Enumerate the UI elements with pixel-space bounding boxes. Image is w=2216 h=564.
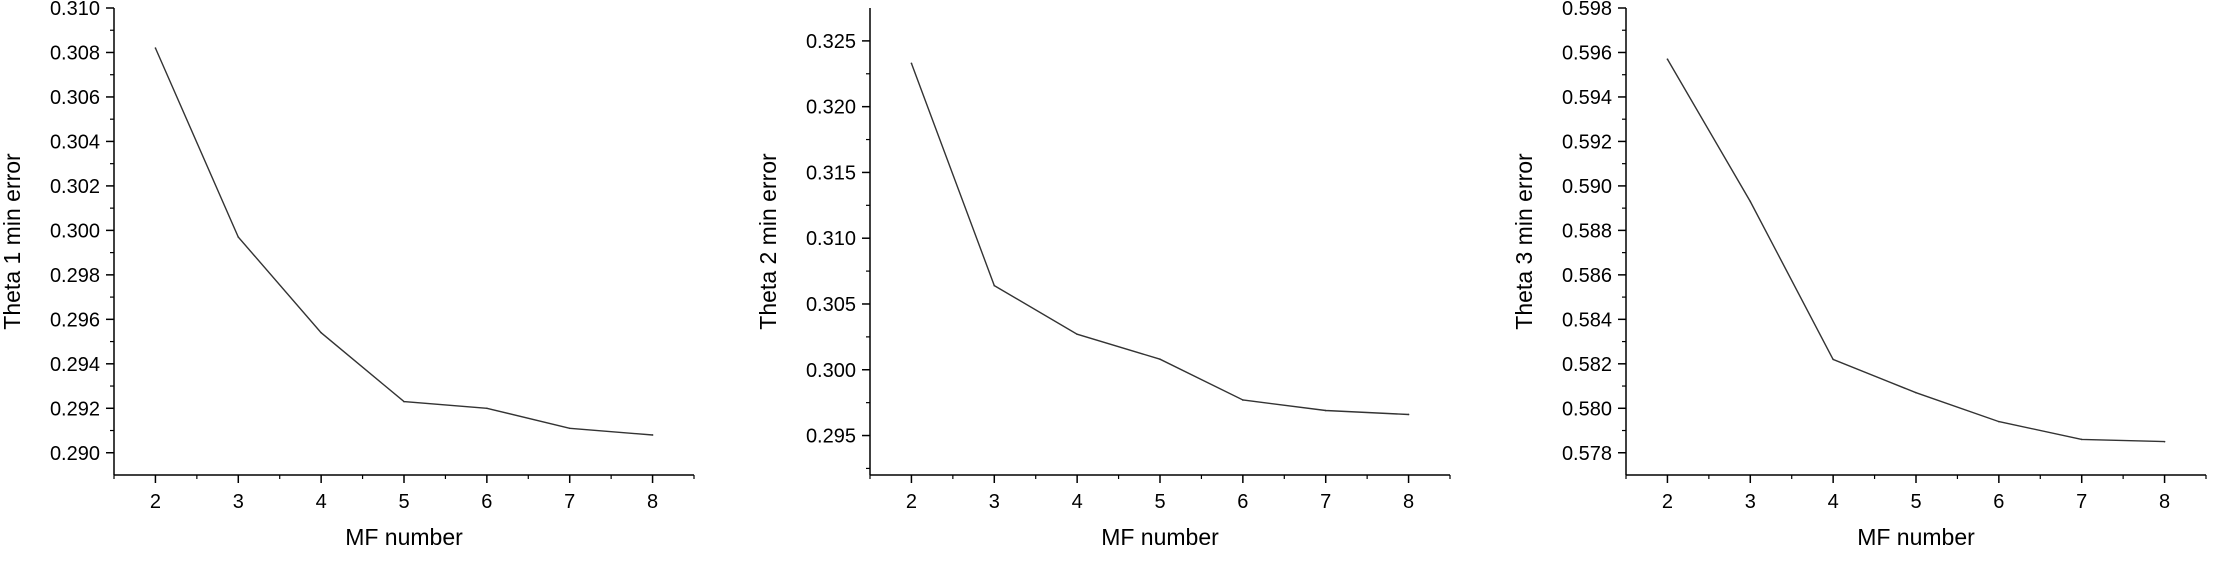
data-point	[1749, 200, 1752, 203]
x-tick-label: 3	[233, 491, 244, 513]
x-axis-title: MF number	[1101, 524, 1219, 550]
x-tick-label: 2	[150, 491, 161, 513]
data-point	[1832, 358, 1834, 361]
y-tick-label: 0.296	[50, 309, 100, 331]
y-tick-label: 0.294	[50, 354, 100, 376]
y-tick-label: 0.305	[806, 294, 856, 316]
data-point	[320, 331, 322, 334]
x-tick-label: 6	[481, 491, 492, 513]
data-point	[1076, 333, 1078, 336]
y-tick-label: 0.298	[50, 265, 100, 287]
data-point	[568, 427, 571, 430]
chart-panel-3: 0.578 0.580 0.582 0.584 0.586 0.588 0.590 0.592…	[1511, 0, 2207, 550]
y-tick-label: 0.592	[1562, 131, 1612, 153]
y-axis-title: Theta 1 min error	[0, 153, 25, 330]
chart-panel-1: 0.290 0.292 0.294 0.296 0.298 0.300 0.302 0.304…	[0, 0, 695, 550]
x-tick-label: 5	[1154, 491, 1165, 513]
data-point	[993, 284, 996, 287]
data-point	[2080, 438, 2083, 441]
series-line	[154, 47, 653, 436]
y-tick-label: 0.302	[50, 176, 100, 198]
y-tick-label: 0.320	[806, 97, 856, 119]
x-tick-label: 7	[2076, 491, 2087, 513]
x-tick-label: 3	[1745, 491, 1756, 513]
y-tick-label: 0.582	[1562, 354, 1612, 376]
y-tick-label: 0.304	[50, 131, 100, 153]
y-tick-label: 0.308	[50, 42, 100, 64]
x-tick-label: 4	[1072, 491, 1083, 513]
y-tick-label: 0.584	[1562, 309, 1612, 331]
series-line	[910, 63, 1409, 416]
x-axis-title: MF number	[1857, 524, 1975, 550]
y-tick-label: 0.325	[806, 31, 856, 53]
x-tick-label: 7	[1320, 491, 1331, 513]
y-tick-label: 0.310	[806, 228, 856, 250]
data-point	[1242, 399, 1244, 401]
data-point	[486, 407, 488, 410]
y-tick-label: 0.300	[50, 220, 100, 242]
data-point	[403, 400, 405, 403]
data-point	[2163, 440, 2166, 443]
y-tick-label: 0.596	[1562, 42, 1612, 64]
x-tick-label: 6	[1993, 491, 2004, 513]
data-point	[1915, 391, 1917, 394]
x-tick-label: 3	[989, 491, 1000, 513]
y-tick-label: 0.598	[1562, 0, 1612, 20]
x-tick-label: 4	[1828, 491, 1839, 513]
y-tick-label: 0.315	[806, 162, 856, 184]
y-tick-label: 0.306	[50, 87, 100, 109]
data-point	[154, 47, 157, 49]
data-point	[1324, 409, 1327, 412]
data-point	[1407, 413, 1410, 416]
data-point	[910, 62, 913, 65]
y-tick-label: 0.290	[50, 443, 100, 465]
chart-panel-2: 0.295 0.300 0.305 0.310 0.315 0.320 0.325 2 3 4 5 6…	[755, 8, 1451, 550]
y-tick-label: 0.594	[1562, 87, 1612, 109]
x-tick-label: 8	[647, 491, 658, 513]
y-tick-label: 0.586	[1562, 265, 1612, 287]
x-tick-label: 8	[1403, 491, 1414, 513]
x-tick-label: 2	[906, 491, 917, 513]
x-tick-label: 5	[1910, 491, 1921, 513]
y-axis-title: Theta 2 min error	[755, 153, 781, 330]
x-tick-label: 8	[2159, 491, 2170, 513]
series-line	[1666, 58, 2165, 443]
x-axis-title: MF number	[345, 524, 463, 550]
data-point	[1666, 58, 1669, 60]
y-tick-label: 0.590	[1562, 176, 1612, 198]
y-tick-label: 0.310	[50, 0, 100, 20]
y-tick-label: 0.588	[1562, 220, 1612, 242]
data-point	[1159, 358, 1161, 361]
y-axis-title: Theta 3 min error	[1511, 153, 1537, 330]
y-tick-label: 0.578	[1562, 443, 1612, 465]
data-point	[651, 434, 654, 436]
y-tick-label: 0.580	[1562, 398, 1612, 420]
x-tick-label: 5	[398, 491, 409, 513]
x-tick-label: 4	[316, 491, 327, 513]
data-point	[1998, 420, 2000, 423]
x-tick-label: 6	[1237, 491, 1248, 513]
y-tick-label: 0.295	[806, 426, 856, 448]
data-point	[237, 236, 240, 238]
x-tick-label: 2	[1662, 491, 1673, 513]
y-tick-label: 0.292	[50, 398, 100, 420]
y-tick-label: 0.300	[806, 360, 856, 382]
x-tick-label: 7	[564, 491, 575, 513]
